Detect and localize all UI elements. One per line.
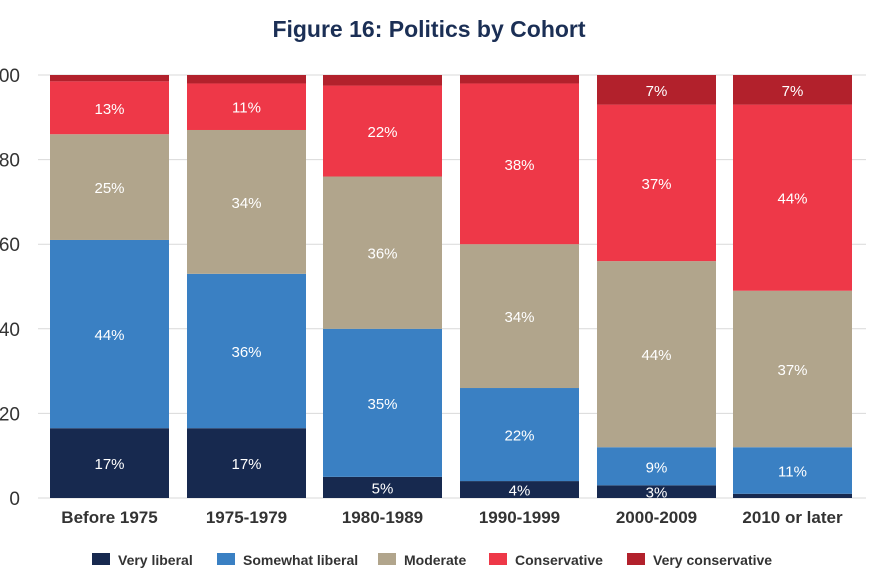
data-label: 44% [777, 191, 807, 208]
x-category-label: 1990-1999 [479, 508, 560, 527]
bar-stack: 11% 37% 44% 7% [733, 75, 852, 498]
legend-swatch [489, 553, 507, 565]
bar-segment [460, 388, 579, 482]
legend-item: Very liberal [92, 552, 193, 568]
legend-label: Somewhat liberal [243, 552, 358, 568]
bar-segment [50, 75, 169, 82]
bar-segment [597, 261, 716, 448]
legend-item: Conservative [489, 552, 603, 568]
data-label: 17% [94, 456, 124, 473]
bar-stack: 5% 35% 36% 22% [323, 75, 442, 498]
bar-segment [323, 328, 442, 477]
y-tick-label: 40 [0, 320, 20, 341]
y-tick-label: 0 [9, 489, 20, 510]
bar-segment [733, 493, 852, 498]
data-label: 37% [777, 362, 807, 379]
bar-segment [323, 176, 442, 329]
legend-item: Moderate [378, 552, 466, 568]
bar-segment [50, 239, 169, 429]
y-tick-label: 60 [0, 235, 20, 256]
data-label: 34% [504, 309, 534, 326]
data-label: 3% [646, 485, 668, 502]
bar-stack: 17% 44% 25% 13% [50, 75, 169, 498]
x-category-label: 1980-1989 [342, 508, 423, 527]
bar-segment [50, 134, 169, 240]
data-label: 44% [94, 327, 124, 344]
bar-segment [187, 129, 306, 274]
bar-segment [733, 290, 852, 448]
data-label: 22% [504, 428, 534, 445]
x-category-label: 2000-2009 [616, 508, 697, 527]
bar-segment [597, 75, 716, 105]
x-category-label: Before 1975 [61, 508, 157, 527]
legend-swatch [92, 553, 110, 565]
data-label: 35% [367, 396, 397, 413]
data-label: 37% [641, 176, 671, 193]
legend-swatch [627, 553, 645, 565]
bar-segment [733, 447, 852, 494]
data-label: 38% [504, 157, 534, 174]
bar-segment [460, 244, 579, 389]
data-label: 17% [231, 456, 261, 473]
x-category-label: 1975-1979 [206, 508, 287, 527]
legend-swatch [378, 553, 396, 565]
y-tick-label: 80 [0, 151, 20, 172]
bar-segment [323, 85, 442, 177]
y-tick-label: 20 [0, 404, 20, 425]
bar-segment [323, 476, 442, 498]
bar-segment [460, 75, 579, 84]
bar-segment [460, 481, 579, 498]
data-label: 9% [646, 459, 668, 476]
bar-segment [460, 83, 579, 245]
legend-label: Conservative [515, 552, 603, 568]
legend-swatch [217, 553, 235, 565]
legend-label: Very conservative [653, 552, 772, 568]
bar-segment [597, 485, 716, 498]
y-tick-label: 100 [0, 66, 20, 87]
data-label: 11% [232, 100, 261, 117]
bar-segment [733, 104, 852, 291]
data-label: 11% [778, 464, 807, 481]
data-label: 25% [94, 180, 124, 197]
y-axis-ticks: 0 20 40 60 80 100 [0, 66, 20, 510]
bar-segment [50, 81, 169, 135]
bar-segment [323, 75, 442, 86]
data-label: 7% [782, 83, 804, 100]
data-label: 34% [231, 195, 261, 212]
legend-label: Very liberal [118, 552, 193, 568]
bar-segment [187, 83, 306, 130]
data-label: 36% [231, 344, 261, 361]
bar-segment [597, 447, 716, 486]
bar-stack: 3% 9% 44% 37% 7% [597, 75, 716, 502]
data-label: 5% [372, 480, 394, 497]
data-label: 44% [641, 347, 671, 364]
bar-segment [597, 104, 716, 262]
data-label: 13% [94, 101, 124, 118]
legend-label: Moderate [404, 552, 466, 568]
legend: Very liberal Somewhat liberal Moderate Cons… [92, 552, 772, 568]
data-label: 7% [646, 83, 668, 100]
chart-title: Figure 16: Politics by Cohort [272, 16, 585, 42]
bar-segment [187, 75, 306, 84]
bar-segment [187, 273, 306, 429]
data-label: 22% [367, 124, 397, 141]
bar-stack: 17% 36% 34% 11% [187, 75, 306, 498]
gridlines [38, 74, 866, 499]
x-category-label: 2010 or later [742, 508, 843, 527]
bar-segment [187, 428, 306, 498]
data-label: 4% [509, 483, 531, 500]
data-label: 36% [367, 246, 397, 263]
x-axis-categories: Before 1975 1975-1979 1980-1989 1990-1999 20… [61, 508, 843, 527]
legend-item: Somewhat liberal [217, 552, 358, 568]
bars: 17% 44% 25% 13% 17% 36% 34% 11% 5% 35% 36% 22% 4% 22%… [50, 75, 852, 502]
bar-segment [733, 75, 852, 105]
bar-stack: 4% 22% 34% 38% [460, 75, 579, 500]
bar-segment [50, 428, 169, 498]
legend-item: Very conservative [627, 552, 772, 568]
